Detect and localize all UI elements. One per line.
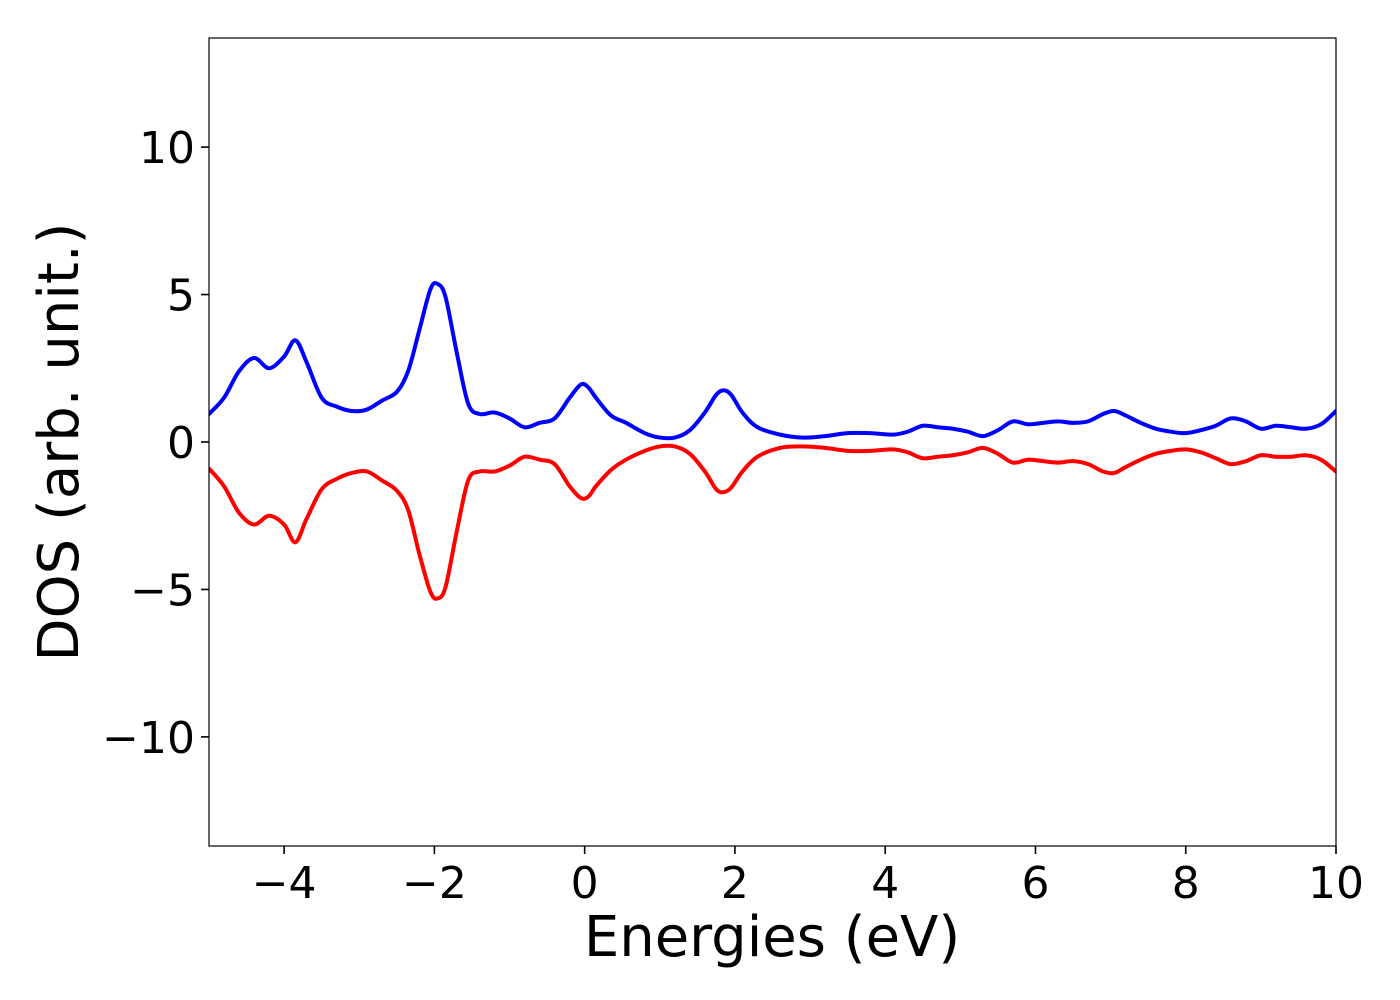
y-axis: −10 −5 0 5 10 [102,123,209,764]
plot-frame [208,37,1337,847]
x-tick-label: 0 [571,858,599,909]
spin-up-dos-line [209,280,1336,441]
x-tick-label: 8 [1172,858,1200,909]
y-axis-label: DOS (arb. unit.) [27,222,92,661]
x-tick-label: 4 [871,858,899,909]
y-tick-label: −10 [102,713,195,764]
x-tick-label: 2 [721,858,749,909]
y-tick-label: 5 [167,271,195,322]
x-axis-label: Energies (eV) [584,905,960,970]
x-tick-label: −4 [252,858,317,909]
spin-down-dos-line [209,443,1336,601]
x-axis: −4 −2 0 2 4 6 8 10 [252,846,1364,909]
y-tick-label: −5 [130,565,195,616]
x-tick-label: 6 [1021,858,1049,909]
y-tick-label: 0 [167,418,195,469]
x-tick-label: −2 [402,858,467,909]
x-tick-label: 10 [1308,858,1364,909]
y-tick-label: 10 [139,123,195,174]
series-layer [209,280,1336,601]
